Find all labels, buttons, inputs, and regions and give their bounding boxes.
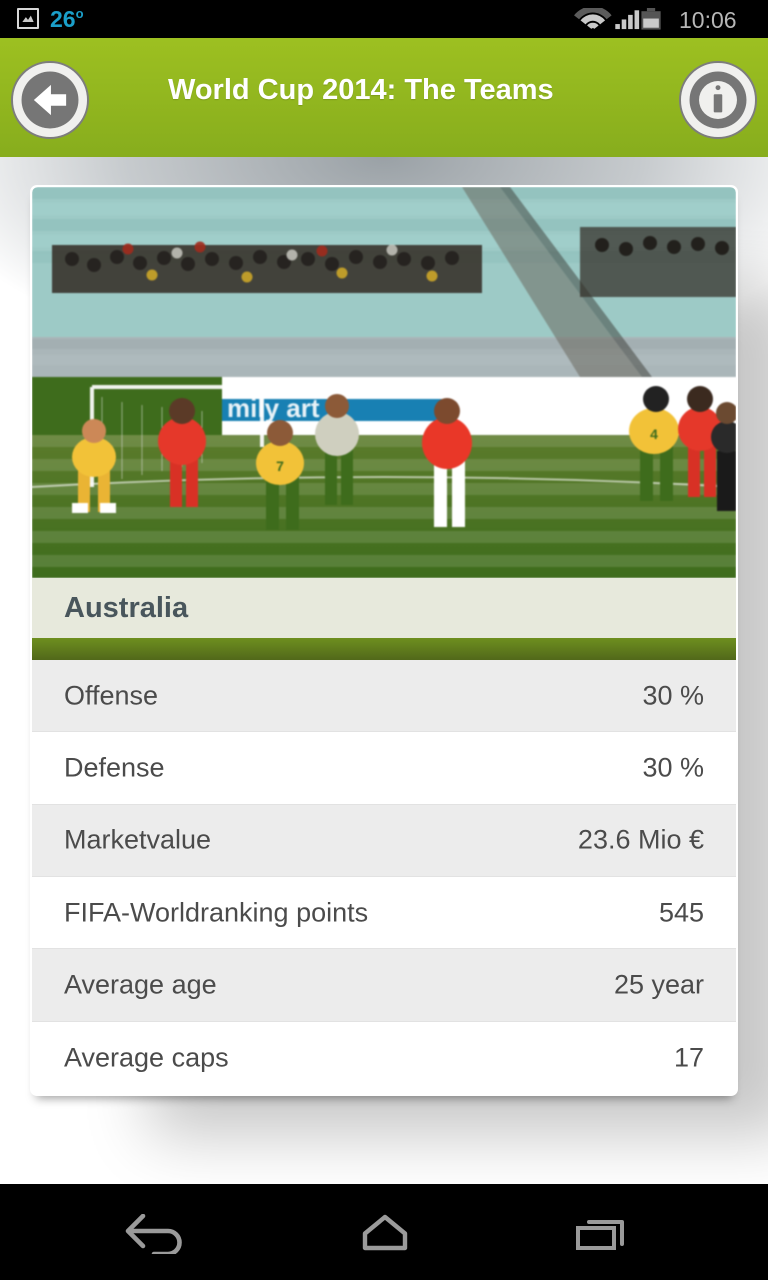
svg-text:7: 7: [276, 458, 284, 474]
svg-text:4: 4: [650, 426, 658, 442]
svg-text:mily art: mily art: [227, 393, 320, 423]
